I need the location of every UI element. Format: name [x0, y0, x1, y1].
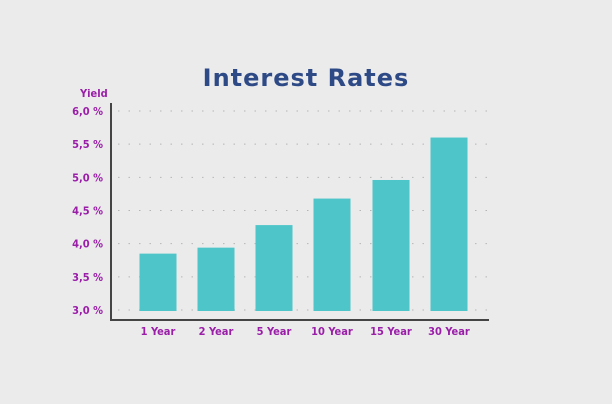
x-tick-label: 15 Year — [370, 325, 412, 338]
x-tick-label: 5 Year — [257, 325, 292, 338]
y-tick-label: 5,0 % — [72, 171, 103, 184]
x-tick-label: 10 Year — [311, 325, 353, 338]
bar — [313, 198, 351, 311]
y-tick-label: 4,0 % — [72, 238, 103, 251]
y-tick-label: 6,0 % — [72, 105, 103, 118]
labels: Yield 6,0 % 5,5 % 5,0 % 4,5 % 4,0 % 3,5 % 3,0 … — [72, 87, 470, 338]
x-tick-label: 1 Year — [141, 325, 176, 338]
bar — [139, 253, 177, 311]
y-tick-label: 4,5 % — [72, 205, 103, 218]
x-tick-label: 30 Year — [428, 325, 470, 338]
y-tick-label: 3,0 % — [72, 304, 103, 317]
axes — [110, 103, 489, 321]
bars — [139, 137, 468, 311]
bar — [430, 137, 468, 311]
chart-title: Interest Rates — [202, 64, 410, 92]
bar — [372, 179, 410, 311]
y-axis-label: Yield — [79, 87, 108, 100]
y-tick-label: 5,5 % — [72, 138, 103, 151]
y-tick-label: 3,5 % — [72, 271, 103, 284]
x-tick-label: 2 Year — [199, 325, 234, 338]
bar — [255, 225, 293, 311]
bar — [197, 247, 235, 311]
